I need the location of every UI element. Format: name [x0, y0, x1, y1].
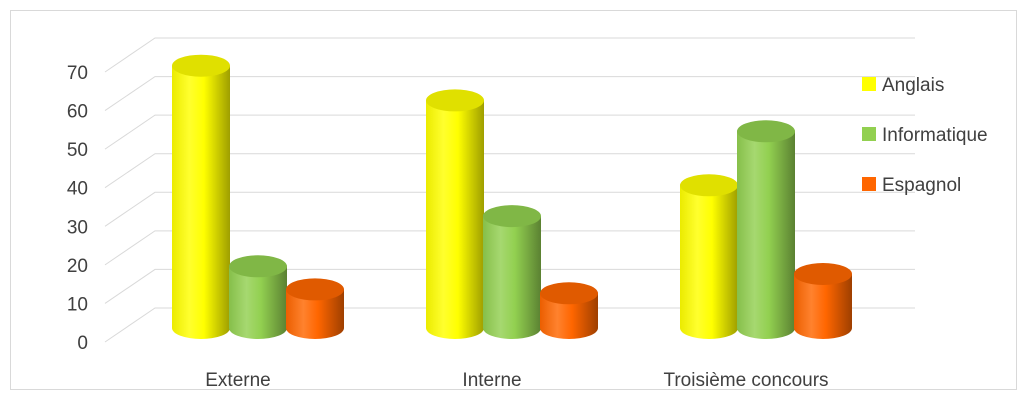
bar-body [794, 274, 852, 339]
y-tick-label: 50 [67, 140, 88, 161]
y-tick-label: 0 [77, 333, 88, 354]
bar-interne-anglais [426, 89, 484, 339]
bar-top [229, 255, 287, 278]
bar-body [540, 293, 598, 339]
bar-body [229, 266, 287, 339]
legend-label: Espagnol [882, 175, 961, 196]
bar-externe-informatique [229, 255, 287, 339]
bar-top [483, 205, 541, 228]
gridline-40 [104, 153, 915, 189]
bar-body [286, 289, 344, 339]
x-category-label: Interne [462, 370, 521, 391]
x-axis: Externe Interne Troisième concours [205, 370, 828, 391]
legend-swatch [862, 127, 876, 141]
gridlines [104, 37, 915, 343]
bar-externe-espagnol [286, 278, 344, 339]
bar-top [680, 174, 738, 197]
gridline-20 [104, 230, 915, 266]
bar-top [794, 263, 852, 285]
gridline-60 [104, 76, 915, 111]
x-category-label: Troisième concours [663, 370, 828, 391]
gridline-10 [104, 268, 915, 304]
x-category-label: Externe [205, 370, 270, 391]
y-tick-label: 60 [67, 102, 88, 123]
gridline-70 [104, 37, 915, 73]
bar-troisieme-concours-informatique [737, 120, 795, 339]
y-tick-label: 20 [67, 256, 88, 277]
bar-body [483, 216, 541, 339]
legend-label: Anglais [882, 75, 944, 96]
bar-top [540, 282, 598, 305]
bars [172, 54, 852, 339]
legend-item-informatique: Informatique [862, 125, 988, 146]
bar-troisieme-concours-anglais [680, 174, 738, 339]
bar-externe-anglais [172, 54, 230, 339]
bar-troisieme-concours-espagnol [794, 263, 852, 339]
bar-top [172, 54, 230, 77]
legend-item-espagnol: Espagnol [862, 175, 961, 196]
bar-top [286, 278, 344, 301]
y-tick-label: 70 [67, 63, 88, 84]
bar-body [680, 185, 738, 339]
bar-body [426, 100, 484, 339]
legend-item-anglais: Anglais [862, 75, 944, 96]
legend-label: Informatique [882, 125, 988, 146]
bar-body [737, 131, 795, 339]
y-axis: 0 10 20 30 40 50 60 70 [67, 63, 88, 354]
legend-swatch [862, 77, 876, 91]
legend-swatch [862, 177, 876, 191]
legend: Anglais Informatique Espagnol [862, 75, 988, 196]
bar-top [737, 120, 795, 143]
gridline-30 [104, 191, 915, 227]
bar-body [172, 65, 230, 339]
bar-interne-espagnol [540, 282, 598, 339]
bar-top [426, 89, 484, 112]
y-tick-label: 10 [67, 294, 88, 315]
bar-interne-informatique [483, 205, 541, 339]
gridline-50 [104, 114, 915, 150]
gridline-0 [104, 307, 915, 343]
y-tick-label: 40 [67, 179, 88, 200]
y-tick-label: 30 [67, 217, 88, 238]
